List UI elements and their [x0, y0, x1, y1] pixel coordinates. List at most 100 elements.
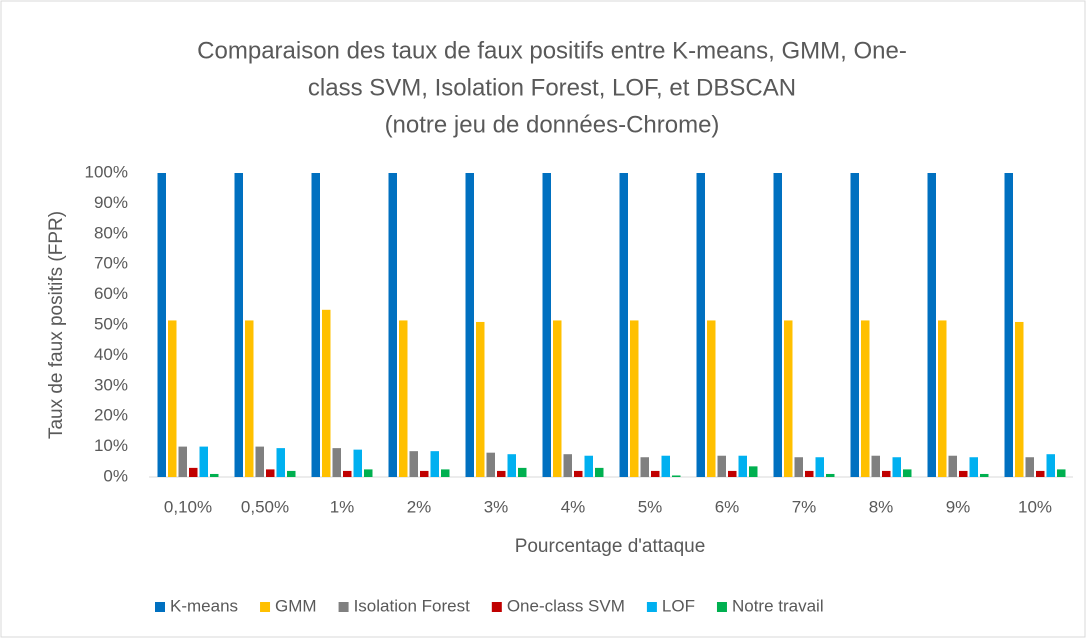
bar: [959, 470, 968, 477]
legend-swatch: [155, 602, 165, 612]
bar: [322, 309, 331, 477]
bar: [1004, 173, 1013, 477]
x-tick-label: 10%: [1018, 497, 1052, 516]
chart-title: (notre jeu de données-Chrome): [385, 111, 720, 138]
bar: [696, 173, 705, 477]
bar: [903, 469, 912, 477]
bar: [276, 448, 285, 477]
bar: [794, 457, 803, 477]
bar: [805, 470, 814, 477]
x-tick-label: 2%: [407, 497, 432, 516]
bar: [332, 448, 341, 477]
bar: [850, 173, 859, 477]
chart-title: class SVM, Isolation Forest, LOF, et DBS…: [308, 74, 796, 101]
bar: [343, 470, 352, 477]
legend-swatch: [716, 602, 727, 612]
bar: [815, 457, 824, 477]
bar: [640, 457, 649, 477]
bar: [574, 470, 583, 477]
bar: [948, 455, 957, 477]
legend-swatch: [491, 602, 502, 612]
x-tick-label: 7%: [792, 497, 817, 516]
bar: [826, 473, 835, 477]
x-tick-label: 5%: [638, 497, 663, 516]
legend-label: Isolation Forest: [354, 596, 470, 615]
bar: [189, 467, 198, 477]
bar: [388, 173, 397, 477]
y-tick-label: 30%: [94, 375, 128, 394]
bar: [1046, 454, 1055, 477]
bar: [553, 320, 562, 477]
bar: [619, 173, 628, 477]
bar: [168, 320, 177, 477]
legend-label: GMM: [275, 596, 317, 615]
bar: [255, 446, 264, 477]
bar: [465, 173, 474, 477]
bar: [287, 470, 296, 477]
bar: [430, 451, 439, 477]
y-tick-label: 0%: [103, 466, 128, 485]
x-tick-label: 4%: [561, 497, 586, 516]
bar: [507, 454, 516, 477]
bar: [210, 473, 219, 477]
x-axis-title: Pourcentage d'attaque: [515, 536, 706, 557]
y-tick-label: 80%: [94, 223, 128, 242]
bar: [563, 454, 572, 477]
bar: [476, 321, 485, 477]
legend-label: Notre travail: [732, 596, 824, 615]
bar: [595, 467, 604, 477]
bar: [927, 173, 936, 477]
bar: [518, 467, 527, 477]
y-tick-label: 70%: [94, 254, 128, 273]
chart-title: Comparaison des taux de faux positifs en…: [197, 37, 907, 64]
y-tick-label: 50%: [94, 314, 128, 333]
y-tick-label: 40%: [94, 345, 128, 364]
bar: [364, 469, 373, 477]
y-tick-label: 20%: [94, 406, 128, 425]
bar: [399, 320, 408, 477]
bar: [969, 457, 978, 477]
bar: [311, 173, 320, 477]
bar: [882, 470, 891, 477]
bar: [409, 451, 418, 477]
legend-swatch: [338, 602, 349, 612]
bar: [749, 466, 758, 477]
bar: [1015, 321, 1024, 477]
bar: [661, 455, 670, 477]
bar: [353, 449, 362, 477]
bar: [738, 455, 747, 477]
bar: [630, 320, 639, 477]
bar: [980, 473, 989, 477]
bar: [672, 475, 681, 477]
x-tick-label: 3%: [484, 497, 509, 516]
bar: [178, 446, 187, 477]
bar: [199, 446, 208, 477]
bar: [717, 455, 726, 477]
bar: [871, 455, 880, 477]
legend-swatch: [260, 602, 271, 612]
bar: [728, 470, 737, 477]
y-tick-label: 60%: [94, 284, 128, 303]
bar: [892, 457, 901, 477]
bar: [784, 320, 793, 477]
bar: [234, 173, 243, 477]
bar: [938, 320, 947, 477]
legend-label: One-class SVM: [507, 596, 625, 615]
bar: [245, 320, 254, 477]
bar: [486, 452, 495, 477]
legend-label: K-means: [170, 596, 238, 615]
bar: [1057, 469, 1066, 477]
x-tick-label: 9%: [946, 497, 971, 516]
legend-label: LOF: [662, 596, 695, 615]
bar: [441, 469, 450, 477]
bar: [584, 455, 593, 477]
y-axis-title: Taux de faux positifs (FPR): [46, 211, 67, 439]
bar: [542, 173, 551, 477]
bar: [157, 173, 166, 477]
bar: [773, 173, 782, 477]
y-tick-label: 100%: [85, 162, 128, 181]
y-tick-label: 10%: [94, 436, 128, 455]
y-tick-label: 90%: [94, 193, 128, 212]
legend-swatch: [646, 602, 657, 612]
